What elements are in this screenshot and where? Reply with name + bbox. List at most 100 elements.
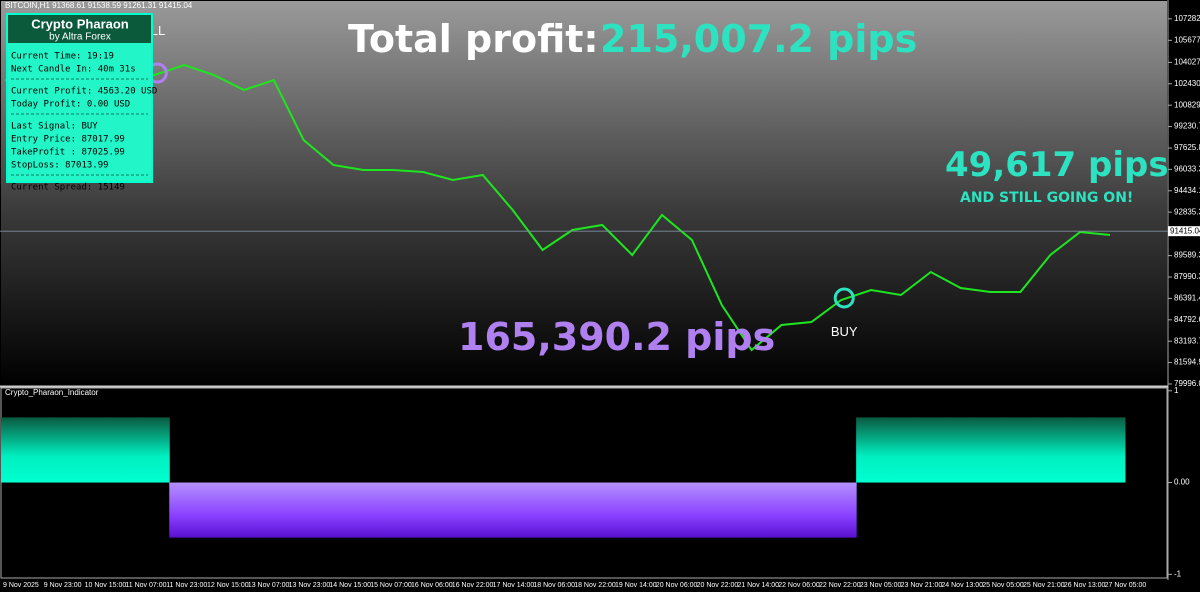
indicator-bar xyxy=(438,482,469,538)
buy-pips: 49,617 pips xyxy=(945,145,1169,185)
x-tick-label: 13 Nov 07:00 xyxy=(248,582,290,589)
indicator-bar xyxy=(49,417,81,483)
buy-label: BUY xyxy=(831,324,858,339)
x-tick-label: 15 Nov 07:00 xyxy=(370,582,412,589)
indicator-name: Crypto_Pharaon_Indicator xyxy=(5,388,99,397)
indicator-bar xyxy=(348,482,379,538)
y-tick-label: 105677.56 xyxy=(1174,35,1200,44)
info-panel: Crypto Pharaon by Altra Forex Current Ti… xyxy=(6,13,157,193)
y-tick-label: 100829.55 xyxy=(1174,100,1200,109)
buy-signal xyxy=(833,287,855,309)
y-tick-label: 104027.61 xyxy=(1174,58,1200,67)
price-line xyxy=(5,64,1111,352)
y-tick-label: 87990.30 xyxy=(1174,272,1200,281)
y-tick-label: 102430.76 xyxy=(1174,79,1200,88)
panel-subtitle: by Altra Forex xyxy=(49,32,111,43)
indicator-bar xyxy=(886,417,917,483)
indicator-bar xyxy=(258,482,290,538)
panel-line: TakeProfit : 87025.99 xyxy=(11,148,125,158)
x-tick-label: 11 Nov 07:00 xyxy=(125,582,166,589)
indicator-bar xyxy=(467,482,499,538)
x-tick-label: 21 Nov 14:00 xyxy=(737,582,779,589)
indicator-bar xyxy=(1065,417,1096,483)
indicator-bar xyxy=(945,417,977,483)
indicator-bar xyxy=(587,482,618,538)
indicator-bar xyxy=(766,482,797,538)
indicator-bar xyxy=(826,482,857,538)
x-tick-label: 25 Nov 21:00 xyxy=(1023,582,1065,589)
panel-line: Current Profit: 4563.20 USD xyxy=(11,87,157,97)
indicator-bar xyxy=(676,482,708,538)
y-tick-label: 94434.15 xyxy=(1174,186,1200,195)
indicator-bar xyxy=(706,482,738,538)
current-price-tag xyxy=(1168,226,1200,237)
indicator-bar xyxy=(856,417,887,483)
x-tick-label: 22 Nov 06:00 xyxy=(778,582,820,589)
x-tick-label: 10 Nov 15:00 xyxy=(85,582,127,589)
x-tick-label: 17 Nov 14:00 xyxy=(493,582,535,589)
sell-pips: 165,390.2 pips xyxy=(458,315,775,359)
indicator-bar xyxy=(796,482,827,538)
indicator-bar xyxy=(527,482,558,538)
indicator-bar xyxy=(228,482,260,538)
x-tick-label: 20 Nov 06:00 xyxy=(656,582,698,589)
y-tick-label: 84792.60 xyxy=(1174,315,1200,324)
indicator-tick-label: -1 xyxy=(1174,569,1182,578)
y-tick-label: 99230.70 xyxy=(1174,122,1200,131)
y-tick-label: 81594.90 xyxy=(1174,358,1200,367)
panel-title: Crypto Pharaon xyxy=(31,16,129,31)
x-tick-label: 12 Nov 15:00 xyxy=(207,582,249,589)
x-tick-label: 25 Nov 05:00 xyxy=(982,582,1024,589)
total-value: 215,007.2 pips xyxy=(600,17,917,61)
x-tick-label: 14 Nov 15:00 xyxy=(329,582,371,589)
panel-line: Current Spread: 15149 xyxy=(11,183,125,193)
indicator-bar xyxy=(1,417,21,483)
total-label: Total profit: xyxy=(348,17,599,61)
indicator-bar xyxy=(169,482,200,538)
panel-lines: Current Time: 19:19 Next Candle In: 40m 3… xyxy=(11,52,157,193)
x-tick-label: 16 Nov 06:00 xyxy=(411,582,453,589)
x-tick-label: 22 Nov 22:00 xyxy=(819,582,861,589)
panel-line: StopLoss: 87013.99 xyxy=(11,161,109,171)
y-tick-label: 79996.05 xyxy=(1174,379,1200,388)
y-tick-label: 107282.28 xyxy=(1174,14,1200,23)
indicator-tick-label: 0.00 xyxy=(1174,478,1190,487)
y-tick-label: 96033.35 xyxy=(1174,164,1200,173)
x-tick-label: 18 Nov 22:00 xyxy=(574,582,616,589)
indicator-bar xyxy=(617,482,648,538)
main-pane xyxy=(1,1,1167,385)
indicator-bar xyxy=(199,482,230,538)
x-tick-label: 26 Nov 13:00 xyxy=(1064,582,1106,589)
indicator-bar xyxy=(288,482,320,538)
x-tick-label: 13 Nov 23:00 xyxy=(289,582,331,589)
x-tick-label: 23 Nov 21:00 xyxy=(901,582,943,589)
y-tick-label: 89589.35 xyxy=(1174,251,1200,260)
still-going: AND STILL GOING ON! xyxy=(960,190,1133,206)
x-tick-label: 27 Nov 05:00 xyxy=(1105,582,1147,589)
indicator-bar xyxy=(318,482,349,538)
y-tick-label: 92835.34 xyxy=(1174,207,1200,216)
x-tick-label: 11 Nov 23:00 xyxy=(166,582,207,589)
indicator-bar xyxy=(408,482,439,538)
indicator-bar xyxy=(915,417,947,483)
indicator-bar xyxy=(557,482,588,538)
symbol-info: BITCOIN,H1 91368.61 91538.59 91261.31 91… xyxy=(5,1,193,10)
panel-line: Entry Price: 87017.99 xyxy=(11,135,125,145)
indicator-bar xyxy=(1005,417,1036,483)
panel-header xyxy=(8,15,151,43)
indicator-bar xyxy=(975,417,1006,483)
y-tick-label: 97625.86 xyxy=(1174,143,1200,152)
panel-line: Next Candle In: 40m 31s xyxy=(11,65,136,75)
indicator-bar xyxy=(139,417,170,483)
x-tick-label: 18 Nov 06:00 xyxy=(533,582,575,589)
panel-line: Current Time: 19:19 xyxy=(11,52,114,62)
x-tick-label: 9 Nov 2025 xyxy=(3,582,39,589)
x-tick-label: 20 Nov 22:00 xyxy=(697,582,739,589)
indicator-bar xyxy=(109,417,140,483)
indicator-bar xyxy=(497,482,529,538)
indicator-bar xyxy=(19,417,51,483)
y-tick-label: 83193.75 xyxy=(1174,336,1200,345)
y-tick-label: 86391.45 xyxy=(1174,294,1200,303)
